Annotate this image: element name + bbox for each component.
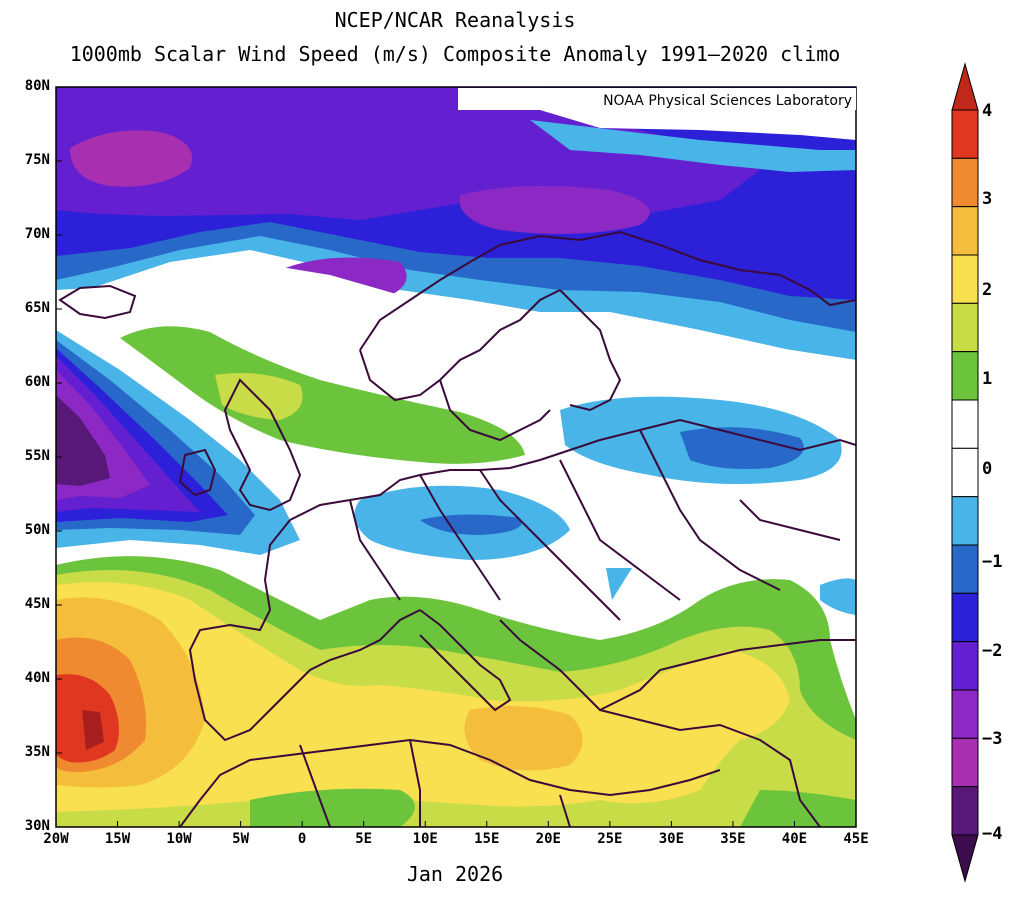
field-pos05-south2 bbox=[250, 788, 415, 827]
lat-tick-label: 30N bbox=[24, 818, 50, 834]
field-neg05-east3 bbox=[820, 578, 856, 615]
lat-tick-label: 60N bbox=[24, 374, 50, 390]
field-neg05-east2 bbox=[606, 568, 632, 600]
lon-tick-label: 25E bbox=[597, 831, 623, 847]
lat-tick-label: 70N bbox=[24, 226, 50, 242]
colorbar-label: 4 bbox=[982, 101, 993, 121]
lat-tick-label: 55N bbox=[24, 448, 50, 464]
field-pos25-south2 bbox=[464, 706, 583, 771]
field-neg1-east bbox=[680, 427, 804, 469]
lat-tick-label: 80N bbox=[24, 78, 50, 94]
lon-tick-label: 20E bbox=[535, 831, 561, 847]
lon-tick-label: 20W bbox=[43, 831, 69, 847]
lon-tick-label: 0 bbox=[297, 831, 307, 847]
colorbar-top-arrow bbox=[951, 62, 979, 111]
field-pos2-south bbox=[56, 582, 790, 812]
lat-tick-label: 65N bbox=[24, 300, 50, 316]
chart-title: NCEP/NCAR Reanalysis bbox=[334, 8, 576, 32]
lon-tick-label: 10W bbox=[166, 831, 192, 847]
coastlines bbox=[58, 230, 856, 827]
colorbar-segment bbox=[951, 206, 979, 256]
colorbar-segment bbox=[951, 544, 979, 594]
field-neg3-north bbox=[70, 130, 192, 187]
colorbar-segment bbox=[951, 447, 979, 498]
colorbar-label: 1 bbox=[982, 369, 993, 389]
colorbar-segment bbox=[951, 157, 979, 208]
colorbar-label: 0 bbox=[982, 459, 993, 479]
lon-tick-label: 30E bbox=[658, 831, 685, 847]
lon-tick-label: 40E bbox=[781, 831, 808, 847]
lat-tick-label: 40N bbox=[24, 670, 50, 686]
lat-tick-label: 35N bbox=[24, 744, 50, 760]
lon-tick-label: 35E bbox=[720, 831, 746, 847]
colorbar-bottom-arrow bbox=[951, 834, 979, 883]
field-pos45-south bbox=[82, 710, 104, 750]
colorbar-segment bbox=[951, 592, 979, 643]
field-neg25-north bbox=[459, 186, 650, 234]
colorbar-segment bbox=[951, 302, 979, 353]
field-white-top bbox=[540, 110, 856, 140]
lat-tick-label: 75N bbox=[24, 152, 50, 168]
field-neg05-top bbox=[530, 120, 856, 172]
colorbar-label: 3 bbox=[982, 189, 993, 209]
colorbar-segment bbox=[951, 786, 979, 836]
lon-tick-label: 15W bbox=[104, 831, 131, 847]
colorbar bbox=[951, 62, 979, 883]
field-pos05-north bbox=[120, 326, 525, 464]
colorbar-label: −4 bbox=[982, 824, 1003, 844]
period-label: Jan 2026 bbox=[406, 862, 504, 886]
lon-tick-label: 15E bbox=[474, 831, 500, 847]
chart-subtitle: 1000mb Scalar Wind Speed (m/s) Composite… bbox=[69, 42, 841, 66]
credit-box bbox=[458, 88, 856, 110]
colorbar-segment bbox=[951, 496, 979, 546]
lat-tick-label: 45N bbox=[24, 596, 50, 612]
colorbar-label: −1 bbox=[982, 552, 1003, 572]
lon-tick-label: 45E bbox=[843, 831, 869, 847]
colorbar-label: −3 bbox=[982, 729, 1003, 749]
colorbar-segment bbox=[951, 254, 979, 304]
colorbar-segment bbox=[951, 109, 979, 159]
lon-tick-label: 5E bbox=[355, 831, 373, 847]
field-neg4-west bbox=[56, 395, 110, 486]
lon-tick-label: 5W bbox=[232, 831, 250, 847]
credit-text: NOAA Physical Sciences Laboratory bbox=[603, 93, 852, 109]
colorbar-label: −2 bbox=[982, 641, 1003, 661]
colorbar-segment bbox=[951, 641, 979, 691]
colorbar-segment bbox=[951, 351, 979, 401]
colorbar-segment bbox=[951, 737, 979, 788]
colorbar-segment bbox=[951, 689, 979, 739]
colorbar-label: 2 bbox=[982, 280, 993, 300]
lon-tick-label: 10E bbox=[412, 831, 438, 847]
lat-tick-label: 50N bbox=[24, 522, 50, 538]
field-white-iceland bbox=[56, 262, 856, 400]
colorbar-segment bbox=[951, 399, 979, 449]
